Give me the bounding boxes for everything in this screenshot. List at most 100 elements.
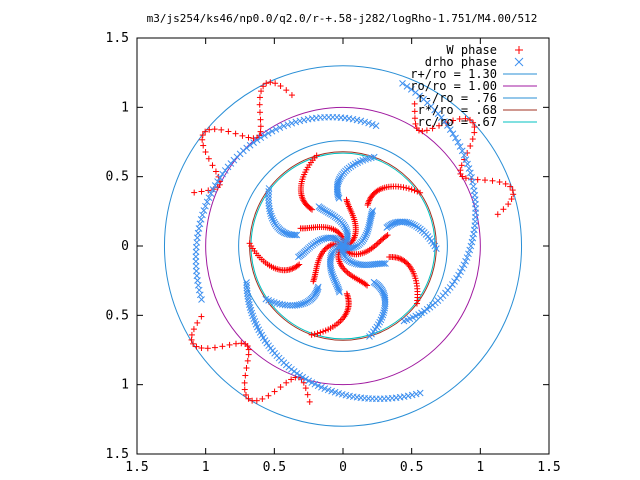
marker-d2 [244,292,252,300]
drho-phase-point [322,234,330,242]
marker-d2 [293,370,301,377]
w-phase-point [219,343,226,350]
marker-d2 [305,377,313,385]
drho-phase-point [464,160,471,168]
marker-d2 [361,233,369,241]
drho-phase-point [302,375,309,383]
marker-d2 [462,257,469,265]
drho-phase-point [380,260,388,267]
marker-d2 [335,285,342,293]
w-phase-point [202,148,209,155]
w-phase-point [376,239,383,246]
drho-phase-point [330,274,338,282]
marker-d2 [248,309,256,317]
drho-phase-point [467,242,475,250]
marker-d2 [297,300,305,308]
axes: 1.5 1 0.5 0 0.5 1 1.51.510.500.511.5 [106,31,561,475]
marker-d2 [299,300,307,308]
drho-phase-point [349,259,356,266]
drho-phase-point [299,373,307,381]
drho-phase-point [416,92,423,100]
marker-d2 [365,119,372,127]
marker-d2 [357,117,365,125]
marker-d2 [327,267,335,274]
legend-marker-x [514,57,524,67]
w-phase-point [500,206,507,213]
w-phase-point [283,87,290,94]
drho-phase-point [451,278,458,285]
marker-d2 [273,299,281,307]
marker-d2 [302,375,309,383]
drho-phase-point [265,199,273,207]
marker-d2 [194,229,202,237]
w-phase-point [429,125,436,132]
w-phase-point [423,127,430,134]
w-phase-point [188,336,195,343]
drho-phase-point [457,268,464,276]
marker-d2 [363,229,371,237]
drho-phase-point [211,182,219,189]
marker-d2 [195,225,203,232]
reference-circle [163,65,523,427]
marker-d2 [243,279,250,286]
drho-phase-point [320,235,328,243]
w-phase-point [311,331,318,338]
w-phase-point [257,128,264,135]
w-phase-point [290,265,297,272]
marker-d2 [409,220,416,228]
marker-d2 [264,129,272,137]
marker-d2 [465,165,473,172]
drho-phase-point [331,276,338,284]
w-phase-point [194,319,201,326]
w-phase-point [244,343,251,350]
marker-d2 [199,211,206,219]
marker-d2 [335,287,343,294]
marker-d2 [267,212,275,220]
w-phase-point [411,115,418,122]
w-phase-point [411,108,418,115]
drho-phase-point [458,147,466,155]
marker-d2 [465,250,472,258]
drho-phase-point [318,383,325,391]
marker-d2 [285,230,293,238]
drho-phase-point [416,389,424,397]
drho-phase-point [446,284,454,291]
drho-phase-point [244,292,252,300]
w-phase-point [417,189,424,196]
marker-d2 [216,174,224,182]
marker-d2 [198,296,205,303]
x-tick-label: 1.5 [125,460,148,475]
marker-d2 [316,236,324,244]
marker-d2 [300,116,308,124]
w-phase-point [413,300,420,307]
y-tick-label: 1.5 [106,447,129,462]
drho-phase-point [455,271,462,279]
drho-phase-point [343,227,350,234]
drho-phase-point [407,220,415,227]
w-phase-point [193,343,200,350]
marker-d2 [247,306,255,314]
w-phase-point [384,232,391,239]
marker-d2 [398,218,405,226]
marker-d2 [293,301,301,309]
drho-phase-point [300,116,308,124]
drho-phase-point [221,167,229,174]
marker-d2 [350,243,358,251]
drho-phase-point [265,197,272,204]
marker-d2 [261,337,269,344]
marker-d2 [324,209,332,216]
w-phase-point [474,176,481,183]
drho-phase-point [347,258,355,266]
x-tick-label: 0.5 [400,460,423,475]
w-phase-point [362,281,369,288]
legend-label: r-/ro = .76 [418,91,497,105]
w-phase-point [411,100,418,107]
marker-d2 [326,210,334,217]
marker-d2 [420,95,427,103]
marker-d2 [342,391,350,399]
drho-phase-point [362,231,370,239]
drho-phase-point [370,153,378,161]
w-phase-point [343,196,350,203]
marker-d2 [428,237,435,245]
